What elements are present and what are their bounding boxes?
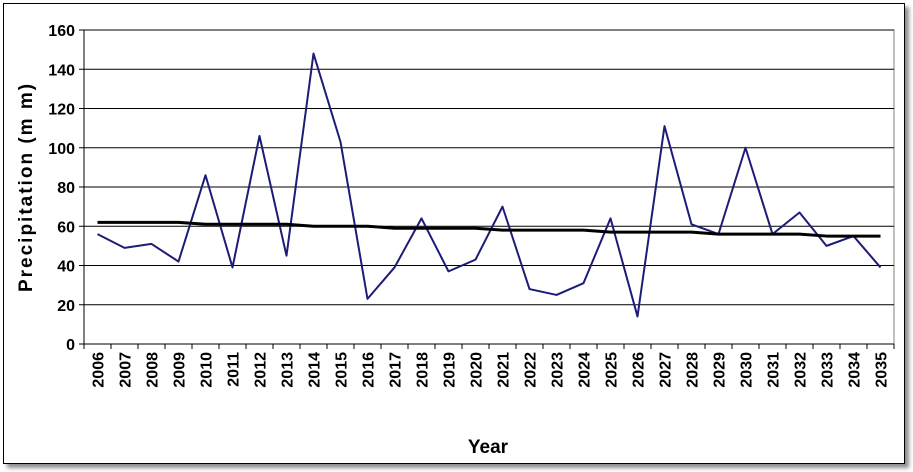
y-tick-label: 140 — [48, 62, 75, 79]
x-tick-label: 2016 — [361, 352, 378, 388]
x-tick-label: 2012 — [253, 352, 270, 388]
x-tick-label: 2007 — [118, 352, 135, 388]
x-tick-label: 2018 — [415, 352, 432, 388]
x-tick-label: 2013 — [280, 352, 297, 388]
x-tick-label: 2034 — [847, 352, 864, 388]
x-tick-label: 2011 — [226, 352, 243, 387]
x-tick-label: 2015 — [334, 352, 351, 388]
y-tick-label: 80 — [57, 180, 75, 197]
x-tick-label: 2021 — [496, 352, 513, 388]
y-tick-label: 120 — [48, 102, 75, 119]
series-group — [97, 52, 882, 318]
x-tick-label: 2032 — [793, 352, 810, 388]
x-tick-label: 2029 — [712, 352, 729, 388]
x-tick-label: 2035 — [874, 352, 891, 388]
x-tick-label: 2020 — [469, 352, 486, 388]
x-tick-label: 2027 — [658, 352, 675, 388]
y-tick-label: 60 — [57, 219, 75, 236]
trend-line — [97, 220, 881, 238]
x-tick-label: 2017 — [388, 352, 405, 388]
x-tick-label: 2031 — [766, 352, 783, 388]
x-tick-label: 2022 — [523, 352, 540, 388]
y-tick-label: 40 — [57, 259, 75, 276]
x-tick-label: 2026 — [631, 352, 648, 388]
x-tick-label: 2028 — [685, 352, 702, 388]
y-tick-label: 100 — [48, 141, 75, 158]
y-tick-label: 0 — [66, 337, 75, 354]
x-tick-label: 2009 — [172, 352, 189, 388]
x-axis-ticks: 2006 2007 2008 2009 2010 2011 2012 2013 2014 2015… — [83, 344, 895, 388]
y-tick-label: 20 — [57, 298, 75, 315]
x-tick-label: 2024 — [577, 352, 594, 388]
x-tick-label: 2019 — [442, 352, 459, 388]
x-tick-label: 2023 — [550, 352, 567, 388]
x-tick-label: 2008 — [145, 352, 162, 388]
x-tick-label: 2006 — [91, 352, 108, 388]
x-tick-label: 2030 — [739, 352, 756, 388]
x-tick-label: 2033 — [820, 352, 837, 388]
y-tick-label: 160 — [48, 23, 75, 40]
y-axis-title: Precipitation (m m) — [16, 82, 37, 292]
gridlines — [84, 29, 894, 306]
x-tick-label: 2025 — [604, 352, 621, 388]
x-axis-title: Year — [468, 437, 509, 458]
x-tick-label: 2014 — [307, 352, 324, 388]
precipitation-series-line — [97, 52, 882, 318]
x-tick-label: 2010 — [199, 352, 216, 388]
